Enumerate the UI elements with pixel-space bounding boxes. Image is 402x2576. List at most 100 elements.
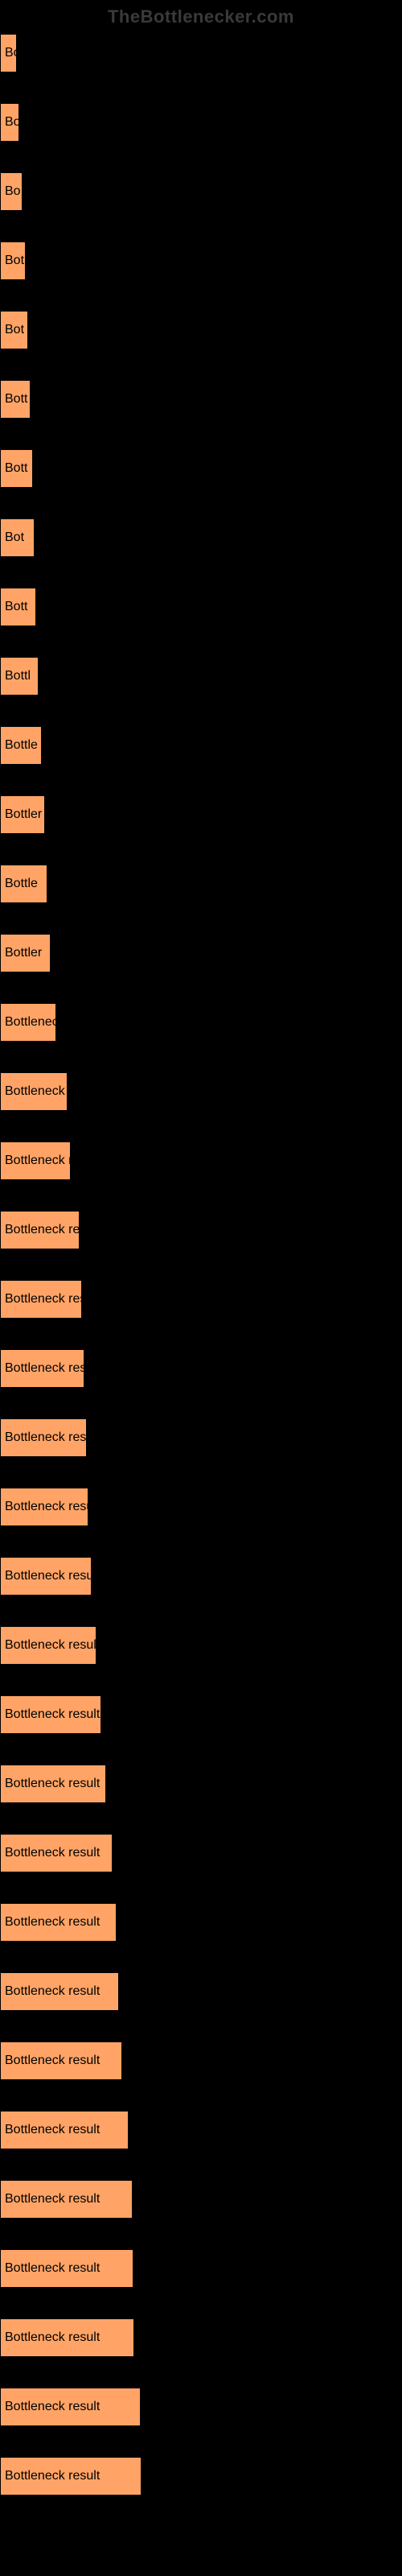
bar: Bottleneck <box>0 1003 56 1042</box>
bar-row: Bottleneck <box>0 1003 402 1042</box>
bar-label: Bo <box>5 184 21 199</box>
bar: Bottleneck result <box>0 1765 106 1803</box>
bar-label: Bo <box>5 115 19 130</box>
bar-row: Bottleneck result <box>0 1280 402 1319</box>
bar-label: Bottleneck result <box>5 1777 100 1791</box>
bar-label: Bott <box>5 600 27 614</box>
bar: Bottleneck result <box>0 1626 96 1665</box>
bar-label: Bot <box>5 530 24 545</box>
bar-label: Bottleneck result <box>5 1638 96 1653</box>
bar-row: Bottleneck result <box>0 1349 402 1388</box>
bar: Bottleneck result <box>0 1903 117 1942</box>
bar-row: Bottleneck result <box>0 1834 402 1872</box>
bar-label: Bottleneck result <box>5 2123 100 2137</box>
bar-row: Bo <box>0 103 402 142</box>
bar-label: Bottleneck result <box>5 1846 100 1860</box>
bar-row: Bottleneck result <box>0 1903 402 1942</box>
bar-row: Bottleneck result <box>0 1211 402 1249</box>
bar: Bott <box>0 449 33 488</box>
bar-label: Bottleneck result <box>5 2054 100 2068</box>
bar-label: Bottle <box>5 738 38 753</box>
bar-label: Bot <box>5 323 24 337</box>
bar: Bottleneck result <box>0 2249 133 2288</box>
bar-row: Bottleneck re <box>0 1141 402 1180</box>
bar-label: Bottleneck resu <box>5 1500 88 1514</box>
bar: Bottleneck result <box>0 2041 122 2080</box>
bar-row: Bottleneck result <box>0 1557 402 1596</box>
bar-row: Bottler <box>0 934 402 972</box>
bar-row: Bottleneck result <box>0 1695 402 1734</box>
bar-label: Bottleneck result <box>5 2400 100 2414</box>
bar-label: Bott <box>5 461 27 476</box>
bar-label: Bottle <box>5 877 38 891</box>
bar-row: Bottle <box>0 865 402 903</box>
bar: Bot <box>0 242 26 280</box>
bar-row: Bot <box>0 518 402 557</box>
bar-row: Bottleneck result <box>0 1972 402 2011</box>
bar-label: Bottleneck result <box>5 1569 92 1583</box>
bar: Bo <box>0 172 23 211</box>
bar: Bottleneck result <box>0 1211 80 1249</box>
bar: Bott <box>0 380 31 419</box>
bar: Bottler <box>0 934 51 972</box>
bar: Bottleneck result <box>0 1557 92 1596</box>
watermark-text: TheBottlenecker.com <box>0 0 402 34</box>
bar-row: Bottle <box>0 726 402 765</box>
bar-label: Bottleneck res <box>5 1084 68 1099</box>
bar-row: Bottleneck result <box>0 2457 402 2496</box>
bar-row: Bo <box>0 34 402 72</box>
bar-label: Bottleneck result <box>5 2330 100 2345</box>
bar-chart: Bo Bo Bo Bot Bot Bott Bott Bot Bott Bottl Bottle Bo… <box>0 34 402 2542</box>
bar-row: Bot <box>0 242 402 280</box>
bar-row: Bottleneck result <box>0 2180 402 2219</box>
bar: Bottleneck result <box>0 1280 82 1319</box>
bar-row: Bottleneck result <box>0 2041 402 2080</box>
bar: Bottleneck result <box>0 1695 101 1734</box>
bar-label: Bot <box>5 254 24 268</box>
bar-label: Bottleneck result <box>5 1223 80 1237</box>
bar-label: Bottleneck result <box>5 1292 82 1307</box>
bar-label: Bottler <box>5 807 42 822</box>
bar-label: Bo <box>5 46 17 60</box>
bar: Bottleneck re <box>0 1141 71 1180</box>
bar: Bo <box>0 34 17 72</box>
bar: Bottle <box>0 865 47 903</box>
bar-row: Bottleneck result <box>0 2111 402 2149</box>
bar: Bot <box>0 311 28 349</box>
bar-row: Bot <box>0 311 402 349</box>
bar: Bottleneck result <box>0 2111 129 2149</box>
bar-label: Bottleneck result <box>5 2192 100 2207</box>
bar-label: Bottleneck result <box>5 1915 100 1930</box>
bar-row: Bott <box>0 449 402 488</box>
bar: Bottleneck result <box>0 2388 141 2426</box>
bar: Bottleneck resu <box>0 1488 88 1526</box>
bar-row: Bo <box>0 172 402 211</box>
bar-row: Bottleneck result <box>0 2249 402 2288</box>
bar-label: Bottleneck re <box>5 1154 71 1168</box>
bar-label: Bottleneck result <box>5 2469 100 2483</box>
bar-row: Bott <box>0 380 402 419</box>
bar: Bottl <box>0 657 39 696</box>
bar: Bottleneck result <box>0 1349 84 1388</box>
bar-row: Bottleneck res <box>0 1072 402 1111</box>
bar: Bottleneck result <box>0 2457 142 2496</box>
bar-row: Bottl <box>0 657 402 696</box>
bar-row: Bottleneck result <box>0 2318 402 2357</box>
bar-row: Bottler <box>0 795 402 834</box>
bar-label: Bottl <box>5 669 31 683</box>
bar: Bottleneck result <box>0 1972 119 2011</box>
bar-label: Bott <box>5 392 27 407</box>
bar: Bottler <box>0 795 45 834</box>
bar-row: Bottleneck result <box>0 2388 402 2426</box>
bar: Bot <box>0 518 35 557</box>
bar: Bottle <box>0 726 42 765</box>
bar: Bo <box>0 103 19 142</box>
bar-row: Bottleneck result <box>0 1626 402 1665</box>
bar: Bottleneck result <box>0 1418 87 1457</box>
bar-row: Bottleneck result <box>0 1418 402 1457</box>
bar: Bottleneck res <box>0 1072 68 1111</box>
bar-label: Bottleneck result <box>5 1984 100 1999</box>
bar: Bott <box>0 588 36 626</box>
bar-label: Bottleneck result <box>5 2261 100 2276</box>
bar-label: Bottleneck result <box>5 1361 84 1376</box>
